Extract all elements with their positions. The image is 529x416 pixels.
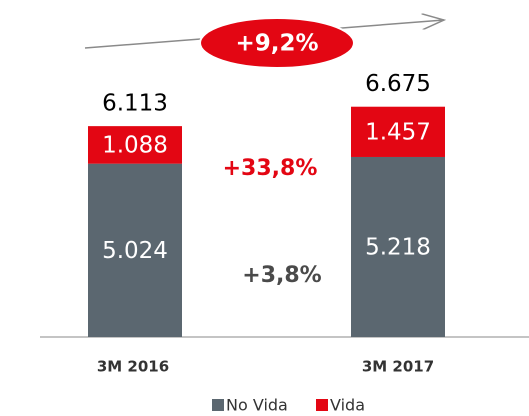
segment-label: 1.457 — [365, 119, 431, 145]
segment-label: 1.088 — [102, 132, 168, 158]
x-tick-label: 3M 2016 — [97, 358, 169, 376]
bar-segment — [351, 156, 445, 337]
segment-label: 5.024 — [102, 238, 168, 264]
bar-segment — [88, 163, 182, 337]
no-vida-growth: +3,8% — [242, 263, 321, 288]
legend-label: Vida — [330, 396, 365, 415]
bar-segment — [351, 106, 445, 157]
legend-swatch — [212, 399, 224, 411]
legend-label: No Vida — [226, 396, 288, 415]
legend-swatch — [316, 399, 328, 411]
total-growth: +9,2% — [235, 31, 318, 57]
growth-badge — [199, 17, 355, 69]
total-label: 6.675 — [365, 71, 431, 97]
x-tick-label: 3M 2017 — [362, 358, 434, 376]
total-label: 6.113 — [102, 91, 168, 117]
bar-segment — [88, 126, 182, 164]
vida-growth: +33,8% — [223, 156, 318, 181]
segment-label: 5.218 — [365, 234, 431, 260]
